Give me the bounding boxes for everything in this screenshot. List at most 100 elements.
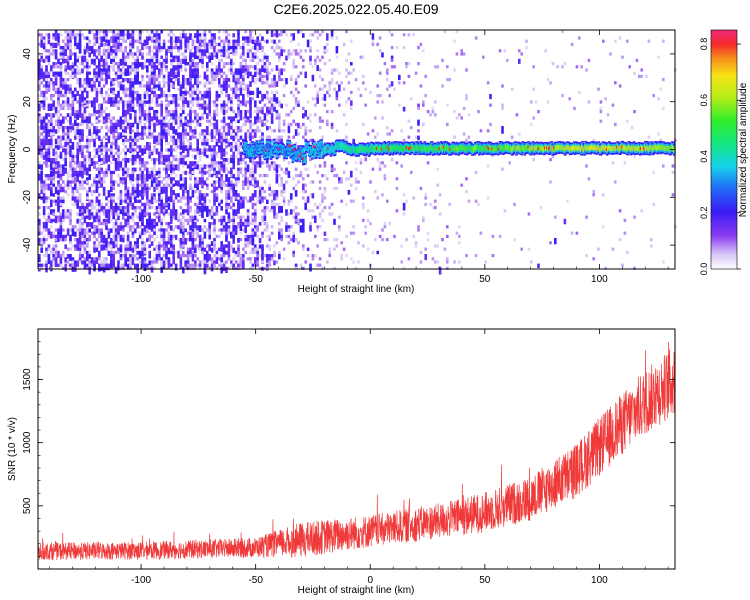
spectrogram-cell (69, 55, 72, 60)
spectrogram-cell (186, 36, 190, 42)
spectrogram-cell (78, 186, 82, 190)
spectrogram-cell (242, 247, 245, 251)
spectrogram-cell (316, 90, 319, 94)
spectrogram-cell (105, 260, 108, 264)
spectrogram-cell (182, 183, 185, 188)
spectrogram-cell (359, 55, 363, 59)
spectrogram-cell (203, 30, 207, 34)
spectrogram-cell (160, 71, 163, 75)
spectrogram-cell (50, 106, 53, 111)
spectrogram-cell (201, 142, 204, 146)
spectrogram-cell (230, 148, 233, 152)
spectrogram-cell (198, 39, 202, 43)
spectrogram-cell (124, 183, 127, 189)
spectrogram-cell (191, 90, 195, 94)
spectrogram-cell (278, 228, 281, 232)
spectrogram-cell (160, 196, 163, 200)
spectrogram-cell (266, 119, 269, 123)
spectrogram-cell (110, 244, 113, 248)
spectrogram-cell (122, 39, 125, 43)
spectrogram-cell (244, 196, 247, 200)
spectrogram-cell (102, 244, 106, 251)
spectrogram-cell (38, 129, 41, 133)
spectrogram-cell (88, 138, 91, 142)
spectrogram-cell (294, 122, 298, 126)
spectrogram-cell (198, 170, 202, 174)
spectrogram-cell (227, 177, 231, 184)
spectrogram-cell (165, 158, 168, 162)
spectrogram-cell (93, 103, 96, 108)
spectrogram-cell (162, 215, 166, 219)
spectrogram-cell (110, 196, 113, 200)
spectrogram-cell (330, 167, 334, 171)
spectrogram-cell (220, 106, 223, 110)
spectrogram-cell (186, 122, 190, 126)
spectrogram-cell (251, 158, 255, 162)
spectrogram-cell (345, 177, 348, 181)
spectrogram-cell (191, 263, 195, 267)
spectrogram-cell (287, 241, 291, 245)
spectrogram-cell (148, 260, 151, 266)
spectrogram-cell (390, 158, 394, 162)
spectrogram-cell (194, 202, 197, 206)
spectrogram-cell (66, 228, 70, 236)
spectrogram-cell (98, 170, 101, 177)
spectrogram-cell (150, 58, 154, 64)
spectrogram-cell (47, 234, 51, 238)
spectrogram-cell (278, 122, 281, 126)
spectrogram-cell (102, 100, 106, 104)
spectrogram-cell (311, 74, 315, 82)
spectrogram-cell (640, 209, 643, 213)
spectrogram-cell (239, 100, 243, 107)
spectrogram-cell (213, 254, 216, 258)
spectrogram-cell (86, 138, 89, 143)
spectrogram-cell (153, 247, 156, 251)
spectrogram-cell (160, 225, 163, 229)
spectrogram-cell (230, 247, 233, 251)
spectrogram-cell (191, 68, 195, 76)
spectrogram-cell (443, 247, 447, 251)
spectrogram-cell (93, 164, 96, 168)
spectrogram-cell (150, 65, 154, 70)
spectrogram-cell (69, 33, 72, 37)
spectrogram-cell (76, 68, 79, 72)
spectrogram-cell (95, 212, 99, 219)
spectrogram-cell (150, 241, 154, 247)
spectrogram-cell (237, 39, 240, 44)
spectrogram-cell (165, 174, 168, 178)
spectrogram-cell (242, 46, 245, 51)
spectrogram-cell (64, 46, 67, 50)
spectrogram-cell (90, 135, 94, 139)
spectrogram-cell (189, 116, 192, 124)
spectrogram-cell (170, 145, 173, 151)
spectrogram-cell (292, 215, 295, 219)
spectrogram-cell (165, 260, 168, 264)
spectrogram-cell (194, 62, 197, 66)
spectrogram-cell (81, 202, 84, 206)
spectrogram-cell (69, 254, 72, 262)
spectrogram-cell (333, 174, 336, 178)
spectrogram-cell (318, 212, 322, 216)
spectrogram-cell (196, 161, 199, 165)
spectrogram-cell (66, 55, 70, 59)
spectrogram-cell (354, 167, 358, 171)
spectrogram-cell (153, 260, 156, 264)
spectrogram-cell (93, 42, 96, 46)
spectrogram-cell (158, 250, 161, 254)
spectrogram-cell (112, 42, 115, 46)
spectrogram-cell (278, 100, 281, 104)
spectrogram-cell (350, 100, 353, 106)
spectrogram-cell (254, 222, 257, 226)
spectrogram-cell (218, 257, 221, 261)
spectrogram-cell (42, 206, 46, 210)
spectrogram-cell (76, 78, 79, 82)
spectrogram-cell (182, 266, 185, 274)
spectrogram-cell (93, 215, 96, 222)
spectrogram-cell (275, 30, 279, 36)
spectrogram-cell (246, 164, 250, 173)
spectrogram-cell (273, 164, 276, 168)
spectrogram-cell (54, 199, 58, 203)
spectrogram-cell (129, 39, 132, 43)
spectrogram-cell (102, 234, 106, 240)
spectrogram-cell (287, 202, 291, 206)
